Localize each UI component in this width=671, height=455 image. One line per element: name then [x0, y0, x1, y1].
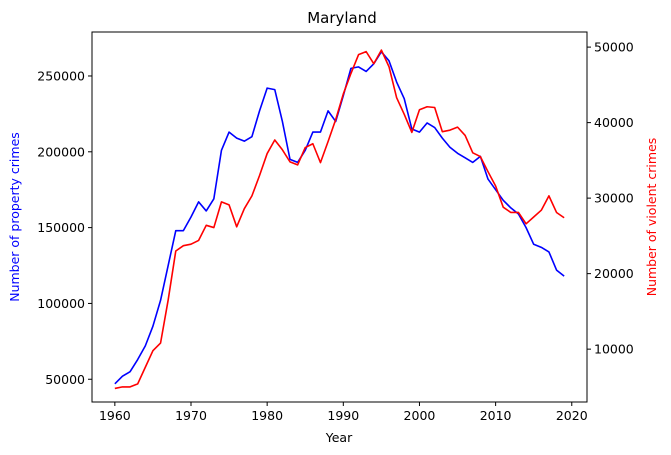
y-left-tick-label: 50000	[45, 372, 85, 387]
y-axis-left: 50000 100000 150000 200000 250000	[37, 68, 92, 387]
y-right-tick-label: 10000	[594, 342, 634, 357]
y-right-tick-label: 20000	[594, 266, 634, 281]
x-axis-label: Year	[325, 430, 353, 445]
plot-frame	[91, 31, 588, 403]
plot-area	[92, 32, 587, 402]
x-tick-label: 1970	[175, 408, 207, 423]
y-left-tick-label: 200000	[37, 144, 85, 159]
y-left-tick-label: 250000	[37, 68, 85, 83]
x-axis: 1960 1970 1980 1990 2000 2010 2020	[99, 402, 588, 423]
y-left-tick-label: 150000	[37, 220, 85, 235]
x-tick-label: 1990	[327, 408, 359, 423]
x-tick-label: 1960	[99, 408, 131, 423]
y-axis-right: 10000 20000 30000 40000 50000	[587, 40, 634, 357]
y-right-tick-label: 30000	[594, 191, 634, 206]
x-tick-label: 2020	[556, 408, 588, 423]
y-axis-label-right: Number of violent crimes	[644, 138, 659, 297]
chart-title: Maryland	[307, 9, 377, 27]
x-tick-label: 2000	[404, 408, 436, 423]
series-line-violent-crimes	[114, 49, 565, 390]
y-axis-label-left: Number of property crimes	[7, 132, 22, 302]
y-right-tick-label: 50000	[594, 40, 634, 55]
x-tick-label: 1980	[251, 408, 283, 423]
series-layer	[114, 49, 565, 390]
x-tick-label: 2010	[480, 408, 512, 423]
y-right-tick-label: 40000	[594, 115, 634, 130]
y-left-tick-label: 100000	[37, 296, 85, 311]
